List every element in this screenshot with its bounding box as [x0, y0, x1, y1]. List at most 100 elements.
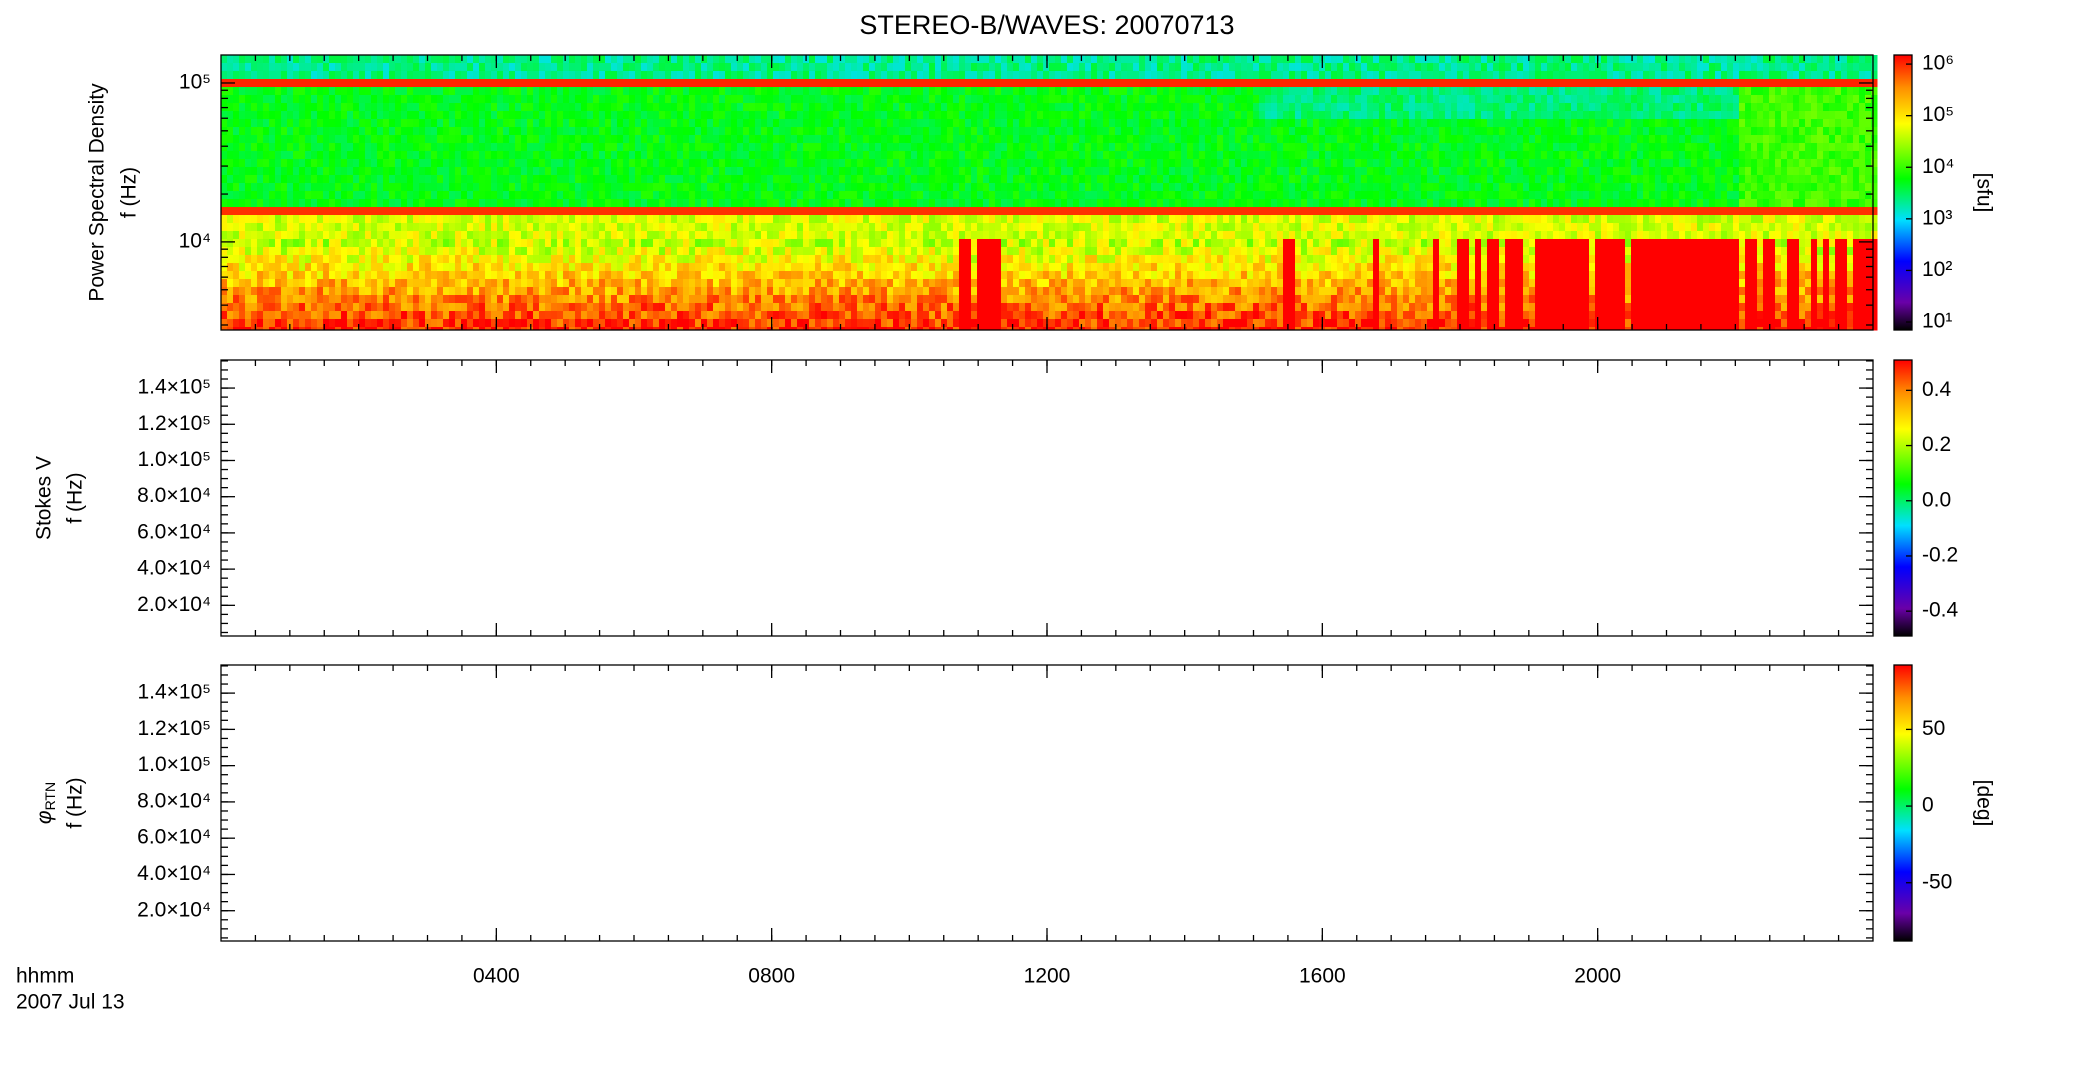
spectrogram-cell: [623, 159, 630, 168]
spectrogram-cell: [911, 143, 918, 152]
spectrogram-cell: [425, 207, 432, 216]
spectrogram-cell: [611, 95, 618, 104]
spectrogram-cell: [563, 167, 570, 176]
spectrogram-cell: [521, 239, 528, 248]
spectrogram-cell: [821, 111, 828, 120]
spectrogram-cell: [839, 303, 846, 312]
spectrogram-cell: [563, 151, 570, 160]
spectrogram-cell: [677, 183, 684, 192]
spectrogram-cell: [317, 55, 324, 64]
spectrogram-cell: [437, 239, 444, 248]
spectrogram-cell: [437, 271, 444, 280]
spectrogram-cell: [809, 271, 816, 280]
spectrogram-cell: [629, 279, 636, 288]
spectrogram-cell: [989, 103, 996, 112]
spectrogram-cell: [905, 143, 912, 152]
spectrogram-cell: [467, 295, 474, 304]
spectrogram-cell: [815, 143, 822, 152]
spectrogram-cell: [539, 279, 546, 288]
spectrogram-cell: [719, 135, 726, 144]
spectrogram-cell: [1013, 127, 1020, 136]
spectrogram-cell: [965, 199, 972, 208]
spectrogram-cell: [389, 279, 396, 288]
spectrogram-cell: [527, 95, 534, 104]
spectrogram-cell: [1013, 79, 1020, 88]
spectrogram-cell: [533, 295, 540, 304]
spectrogram-cell: [515, 215, 522, 224]
spectrogram-cell: [269, 199, 276, 208]
spectrogram-cell: [803, 191, 810, 200]
spectrogram-cell: [461, 175, 468, 184]
spectrogram-cell: [1007, 255, 1014, 264]
spectrogram-cell: [677, 167, 684, 176]
spectrogram-cell: [239, 263, 246, 272]
spectrogram-cell: [305, 79, 312, 88]
spectrogram-cell: [503, 71, 510, 80]
spectrogram-cell: [665, 183, 672, 192]
spectrogram-cell: [815, 319, 822, 328]
spectrogram-cell: [695, 191, 702, 200]
spectrogram-cell: [461, 231, 468, 240]
spectrogram-cell: [623, 311, 630, 320]
spectrogram-cell: [407, 79, 414, 88]
spectrogram-cell: [497, 199, 504, 208]
spectrogram-cell: [479, 303, 486, 312]
spectrogram-cell: [227, 127, 234, 136]
spectrogram-cell: [551, 79, 558, 88]
spectrogram-cell: [389, 311, 396, 320]
spectrogram-cell: [839, 287, 846, 296]
spectrogram-cell: [743, 127, 750, 136]
spectrogram-cell: [983, 191, 990, 200]
spectrogram-cell: [407, 167, 414, 176]
spectrogram-cell: [269, 183, 276, 192]
spectrogram-cell: [833, 71, 840, 80]
spectrogram-cell: [611, 263, 618, 272]
spectrogram-cell: [881, 159, 888, 168]
spectrogram-cell: [329, 111, 336, 120]
spectrogram-cell: [611, 279, 618, 288]
spectrogram-cell: [701, 71, 708, 80]
spectrogram-cell: [917, 175, 924, 184]
spectrogram-cell: [383, 319, 390, 328]
spectrogram-cell: [551, 327, 558, 331]
spectrogram-cell: [797, 175, 804, 184]
spectrogram-cell: [533, 79, 540, 88]
spectrogram-cell: [497, 263, 504, 272]
spectrogram-cell: [281, 295, 288, 304]
spectrogram-cell: [335, 111, 342, 120]
spectrogram-cell: [539, 87, 546, 96]
spectrogram-cell: [1007, 143, 1014, 152]
spectrogram-cell: [311, 287, 318, 296]
spectrogram-cell: [419, 327, 426, 331]
spectrogram-cell: [299, 119, 306, 128]
spectrogram-cell: [689, 311, 696, 320]
spectrogram-cell: [593, 63, 600, 72]
spectrogram-cell: [281, 55, 288, 64]
spectrogram-cell: [863, 119, 870, 128]
spectrogram-cell: [971, 239, 978, 248]
spectrogram-cell: [767, 167, 774, 176]
spectrogram-cell: [581, 279, 588, 288]
spectrogram-cell: [281, 71, 288, 80]
spectrogram-cell: [527, 151, 534, 160]
spectrogram-cell: [803, 271, 810, 280]
spectrogram-cell: [881, 183, 888, 192]
spectrogram-cell: [395, 319, 402, 328]
spectrogram-cell: [677, 311, 684, 320]
spectrogram-cell: [1055, 223, 1062, 232]
spectrogram-cell: [599, 119, 606, 128]
spectrogram-cell: [929, 159, 936, 168]
spectrogram-cell: [353, 287, 360, 296]
spectrogram-cell: [953, 103, 960, 112]
spectrogram-cell: [947, 87, 954, 96]
spectrogram-cell: [659, 239, 666, 248]
spectrogram-cell: [737, 71, 744, 80]
spectrogram-cell: [875, 135, 882, 144]
spectrogram-cell: [533, 319, 540, 328]
spectrogram-cell: [725, 127, 732, 136]
spectrogram-cell: [515, 95, 522, 104]
spectrogram-cell: [905, 271, 912, 280]
spectrogram-cell: [623, 319, 630, 328]
spectrogram-cell: [329, 311, 336, 320]
spectrogram-cell: [257, 239, 264, 248]
